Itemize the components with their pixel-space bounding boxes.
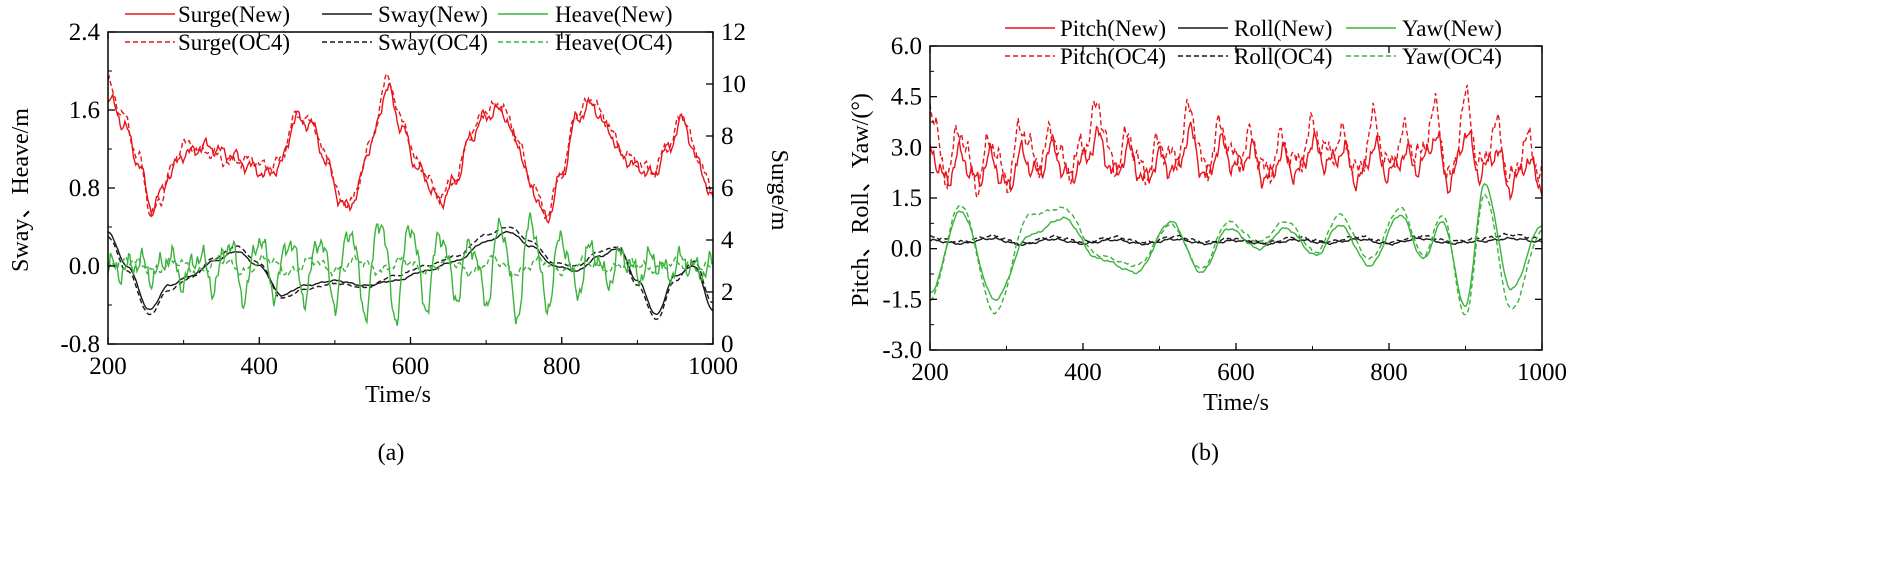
- b-x-tick-label: 1000: [1517, 359, 1567, 386]
- b-y-tick-label: 4.5: [891, 84, 922, 111]
- panel-b-caption: (b): [1191, 440, 1219, 466]
- a-y-tick-label: 0.8: [69, 175, 100, 202]
- a-y2-tick-label: 10: [721, 71, 746, 98]
- panel-a-right-y-axis-label: Surge/m: [766, 150, 792, 231]
- b-legend-label-roll-new: Roll(New): [1234, 16, 1332, 41]
- b-legend-label-pitch-oc4: Pitch(OC4): [1060, 44, 1166, 69]
- a-y2-tick-label: 4: [721, 227, 734, 254]
- panel-b-series: [930, 84, 1542, 316]
- a-series-line-surge-oc4: [108, 72, 713, 220]
- panel-a-axes: 200 400 600 800 1000 -0.8 0.0 0.8 1.6 2.4 0 2 4 6 8 10 1…: [60, 19, 746, 380]
- panel-b-plot-frame: [929, 45, 1543, 351]
- b-legend-label-yaw-oc4: Yaw(OC4): [1402, 44, 1502, 69]
- a-series-line-heave-new: [108, 212, 713, 326]
- panel-a-series: [108, 72, 713, 326]
- a-y-tick-label: -0.8: [60, 331, 100, 358]
- a-x-tick-label: 600: [392, 353, 430, 380]
- b-series-line-pitch-new: [930, 121, 1542, 202]
- b-y-tick-label: 0.0: [891, 236, 922, 263]
- panel-b-y-axis-label: Pitch、Roll、Yaw/(°): [848, 93, 874, 307]
- b-x-tick-label: 400: [1064, 359, 1102, 386]
- a-legend-label-heave-oc4: Heave(OC4): [555, 30, 673, 55]
- panel-b-axes: 200 400 600 800 1000 -3.0 -1.5 0.0 1.5 3.0 4.5 6.0: [882, 33, 1567, 386]
- panel-b-chart: Pitch(New) Roll(New) Yaw(New) Pitch(OC4) Rol…: [848, 16, 1567, 466]
- a-y2-tick-label: 0: [721, 331, 734, 358]
- b-legend-label-roll-oc4: Roll(OC4): [1234, 44, 1332, 69]
- a-legend-label-sway-oc4: Sway(OC4): [378, 30, 488, 55]
- a-series-line-surge-new: [108, 82, 713, 224]
- b-y-tick-label: -1.5: [882, 286, 922, 313]
- b-series-line-pitch-oc4: [930, 84, 1542, 199]
- a-y-tick-label: 0.0: [69, 253, 100, 280]
- b-y-tick-label: 1.5: [891, 185, 922, 212]
- a-series-line-sway-oc4: [108, 226, 713, 321]
- a-x-tick-label: 200: [89, 353, 127, 380]
- b-y-tick-label: 6.0: [891, 33, 922, 60]
- b-series-line-roll-oc4: [930, 232, 1542, 245]
- b-x-tick-label: 600: [1217, 359, 1255, 386]
- panel-a-chart: Surge(New) Sway(New) Heave(New) Surge(OC4) S…: [8, 2, 792, 466]
- b-legend-label-yaw-new: Yaw(New): [1402, 16, 1502, 41]
- b-legend-label-pitch-new: Pitch(New): [1060, 16, 1166, 41]
- b-series-line-yaw-oc4: [930, 193, 1542, 316]
- a-x-tick-label: 1000: [688, 353, 738, 380]
- a-y2-tick-label: 8: [721, 123, 734, 150]
- a-legend-label-surge-oc4: Surge(OC4): [178, 30, 290, 55]
- b-y-tick-label: 3.0: [891, 134, 922, 161]
- b-series-line-yaw-new: [930, 182, 1542, 307]
- a-y2-tick-label: 2: [721, 279, 734, 306]
- a-series-line-heave-oc4: [108, 252, 713, 280]
- a-series-line-sway-new: [108, 230, 713, 316]
- a-x-tick-label: 400: [241, 353, 279, 380]
- a-legend-label-heave-new: Heave(New): [555, 2, 672, 27]
- a-y2-tick-label: 12: [721, 19, 746, 46]
- panel-a-plot-frame: [107, 31, 714, 345]
- panel-b-x-axis-label: Time/s: [1203, 390, 1269, 416]
- b-x-tick-label: 800: [1370, 359, 1408, 386]
- a-y2-tick-label: 6: [721, 175, 734, 202]
- b-y-tick-label: -3.0: [882, 337, 922, 364]
- panel-a-caption: (a): [378, 440, 405, 466]
- a-legend-label-surge-new: Surge(New): [178, 2, 290, 27]
- b-x-tick-label: 200: [911, 359, 949, 386]
- a-y-tick-label: 1.6: [69, 97, 100, 124]
- panel-b-legend: Pitch(New) Roll(New) Yaw(New) Pitch(OC4) Rol…: [1005, 16, 1502, 69]
- a-x-tick-label: 800: [543, 353, 581, 380]
- a-legend-label-sway-new: Sway(New): [378, 2, 488, 27]
- panel-a-y-axis-label: Sway、Heave/m: [8, 108, 34, 272]
- a-y-tick-label: 2.4: [69, 19, 101, 46]
- panel-a-legend: Surge(New) Sway(New) Heave(New) Surge(OC4) S…: [125, 2, 673, 55]
- panel-a-x-axis-label: Time/s: [365, 382, 431, 408]
